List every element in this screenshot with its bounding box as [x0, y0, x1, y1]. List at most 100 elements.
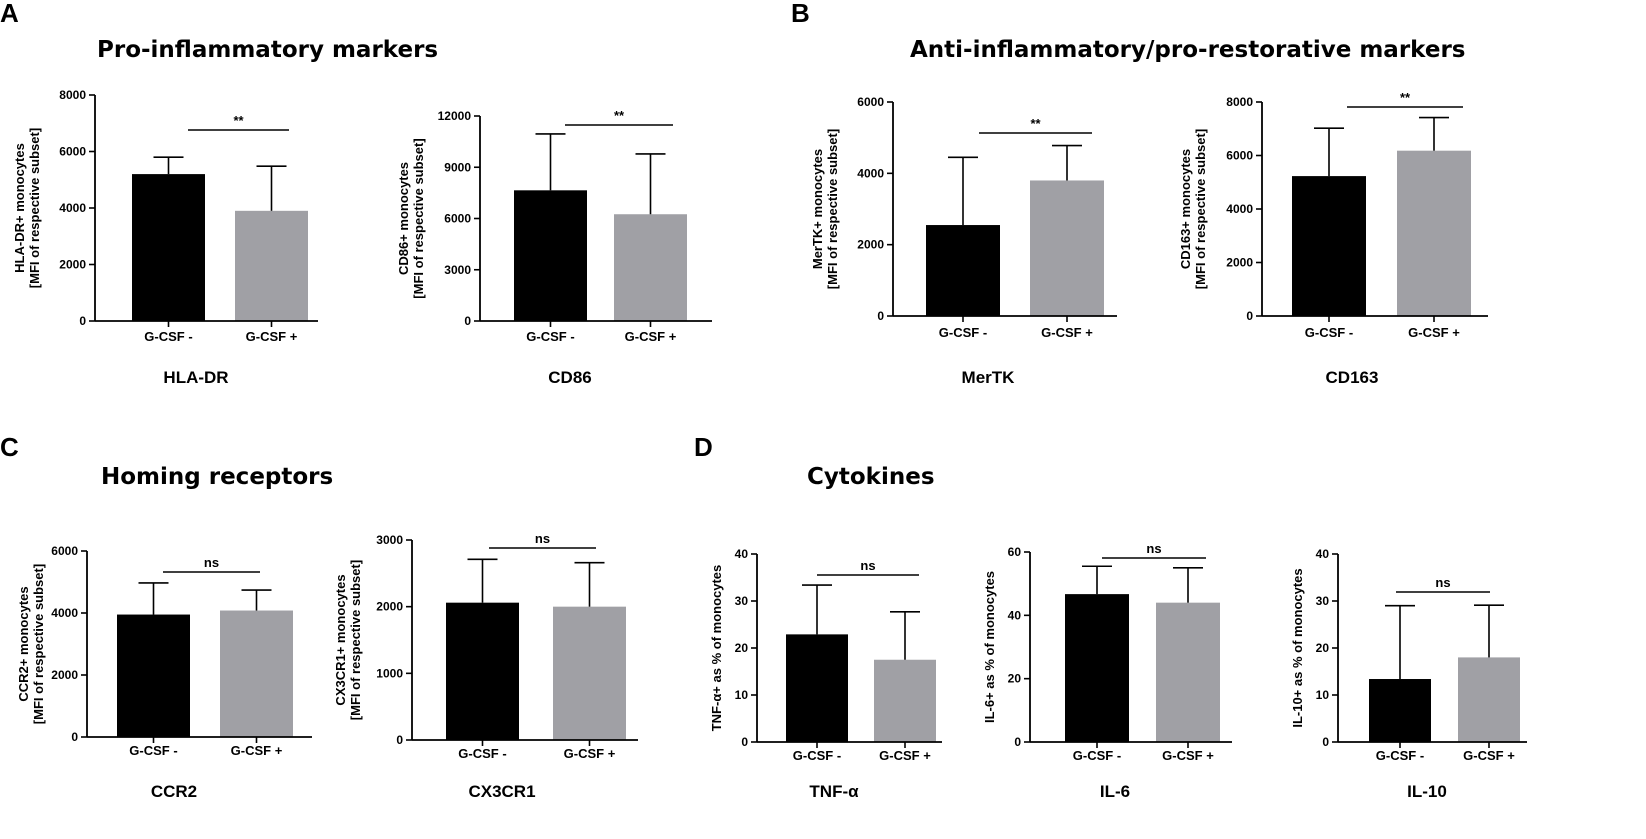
y-axis-label: IL-10+ as % of monocytes: [1290, 568, 1305, 727]
significance-label: ns: [1435, 575, 1450, 590]
x-category-label: G-CSF -: [1376, 748, 1424, 763]
bar-g-csf-plus: [1458, 657, 1520, 742]
y-tick-label: 12000: [438, 109, 472, 123]
y-axis-label-line: IL-10+ as % of monocytes: [1290, 568, 1305, 727]
y-tick-label: 2000: [857, 238, 884, 252]
bar-g-csf-plus: [220, 610, 293, 737]
y-axis-label: TNF-α+ as % of monocytes: [709, 565, 724, 732]
y-tick-label: 6000: [857, 95, 884, 109]
y-tick-label: 6000: [51, 544, 78, 558]
chart-il-10: 0 10 20 30 40 G-CSF - G-CSF + ns IL-10+ as % of …: [1290, 547, 1527, 801]
y-tick-label: 10: [735, 688, 749, 702]
y-axis-label-line: TNF-α+ as % of monocytes: [709, 565, 724, 732]
y-axis-label: MerTK+ monocytes[MFI of respective subse…: [810, 129, 840, 289]
y-tick-label: 0: [396, 733, 403, 747]
x-category-label: G-CSF +: [1162, 748, 1214, 763]
y-tick-label: 0: [877, 309, 884, 323]
chart-title: HLA-DR: [163, 368, 228, 387]
y-tick-label: 0: [1322, 735, 1329, 749]
y-tick-label: 3000: [444, 263, 471, 277]
significance-label: **: [614, 108, 625, 123]
y-axis-label-line: CD86+ monocytes: [396, 162, 411, 275]
panel-letter-c: C: [0, 432, 19, 462]
chart-title: IL-6: [1100, 782, 1130, 801]
chart-title: MerTK: [962, 368, 1016, 387]
y-tick-label: 0: [71, 730, 78, 744]
section-title-c: Homing receptors: [101, 464, 333, 490]
significance-label: ns: [1146, 541, 1161, 556]
y-tick-label: 6000: [59, 145, 86, 159]
y-tick-label: 0: [464, 314, 471, 328]
y-axis-label: IL-6+ as % of monocytes: [982, 571, 997, 723]
x-category-label: G-CSF -: [1073, 748, 1121, 763]
chart-cd163: 0 2000 4000 6000 8000 G-CSF - G-CSF + ** CD163+ …: [1178, 90, 1488, 387]
x-category-label: G-CSF +: [625, 329, 677, 344]
bar-g-csf-minus: [132, 174, 205, 321]
y-tick-label: 0: [741, 735, 748, 749]
chart-mertk: 0 2000 4000 6000 G-CSF - G-CSF + ** MerTK+ mono…: [810, 95, 1117, 387]
y-tick-label: 4000: [1226, 202, 1253, 216]
y-tick-label: 0: [79, 314, 86, 328]
chart-cx3cr1: 0 1000 2000 3000 G-CSF - G-CSF + ns CX3CR1+ mon…: [333, 531, 638, 801]
y-tick-label: 6000: [444, 212, 471, 226]
y-axis-label-line: [MFI of respective subset]: [348, 560, 363, 720]
y-axis-label-line: CX3CR1+ monocytes: [333, 574, 348, 705]
y-axis-label-line: MerTK+ monocytes: [810, 149, 825, 269]
y-tick-label: 20: [1008, 672, 1022, 686]
y-tick-label: 20: [735, 641, 749, 655]
y-axis-label: CCR2+ monocytes[MFI of respective subset…: [16, 564, 46, 724]
x-category-label: G-CSF +: [879, 748, 931, 763]
y-tick-label: 8000: [1226, 95, 1253, 109]
y-tick-label: 6000: [1226, 149, 1253, 163]
bar-g-csf-plus: [1030, 180, 1104, 316]
chart-cd86: 0 3000 6000 9000 12000 G-CSF - G-CSF + ** CD86+ …: [396, 108, 712, 387]
y-tick-label: 2000: [376, 600, 403, 614]
y-axis-label-line: CD163+ monocytes: [1178, 149, 1193, 269]
y-tick-label: 0: [1246, 309, 1253, 323]
y-tick-label: 40: [1316, 547, 1330, 561]
y-tick-label: 20: [1316, 641, 1330, 655]
y-tick-label: 3000: [376, 533, 403, 547]
bar-g-csf-plus: [1397, 150, 1471, 316]
significance-label: ns: [204, 555, 219, 570]
bar-g-csf-plus: [235, 210, 308, 321]
chart-title: CX3CR1: [468, 782, 535, 801]
significance-label: **: [1030, 116, 1041, 131]
y-axis-label-line: [MFI of respective subset]: [31, 564, 46, 724]
bar-g-csf-minus: [926, 225, 1000, 316]
y-axis-label: CX3CR1+ monocytes[MFI of respective subs…: [333, 560, 363, 720]
y-tick-label: 30: [735, 594, 749, 608]
bar-g-csf-plus: [1156, 602, 1220, 742]
x-category-label: G-CSF +: [1041, 325, 1093, 340]
y-axis-label: CD163+ monocytes[MFI of respective subse…: [1178, 129, 1208, 289]
x-category-label: G-CSF +: [564, 746, 616, 761]
chart-title: IL-10: [1407, 782, 1447, 801]
chart-ccr2: 0 2000 4000 6000 G-CSF - G-CSF + ns CCR2+ monoc…: [16, 544, 312, 801]
y-tick-label: 4000: [857, 166, 884, 180]
bar-g-csf-minus: [786, 634, 848, 742]
x-category-label: G-CSF +: [1463, 748, 1515, 763]
y-tick-label: 2000: [59, 258, 86, 272]
bar-g-csf-plus: [874, 659, 936, 742]
section-title-a: Pro-inflammatory markers: [97, 37, 438, 63]
chart-il-6: 0 20 40 60 G-CSF - G-CSF + ns IL-6+ as % of mon…: [982, 541, 1232, 801]
chart-title: CD163: [1326, 368, 1379, 387]
chart-title: TNF-α: [809, 782, 859, 801]
significance-label: **: [1400, 90, 1411, 105]
y-tick-label: 8000: [59, 88, 86, 102]
bar-g-csf-minus: [1065, 594, 1129, 742]
y-axis-label-line: [MFI of respective subset]: [27, 128, 42, 288]
y-axis-label-line: CCR2+ monocytes: [16, 586, 31, 701]
x-category-label: G-CSF -: [458, 746, 506, 761]
section-title-b: Anti-inflammatory/pro-restorative marker…: [910, 37, 1465, 63]
y-axis-label-line: [MFI of respective subset]: [411, 138, 426, 298]
bar-g-csf-plus: [553, 606, 626, 740]
y-axis-label-line: [MFI of respective subset]: [825, 129, 840, 289]
x-category-label: G-CSF -: [144, 329, 192, 344]
y-tick-label: 2000: [1226, 256, 1253, 270]
significance-label: ns: [860, 558, 875, 573]
bar-g-csf-minus: [1292, 176, 1366, 316]
bar-g-csf-plus: [614, 214, 687, 321]
